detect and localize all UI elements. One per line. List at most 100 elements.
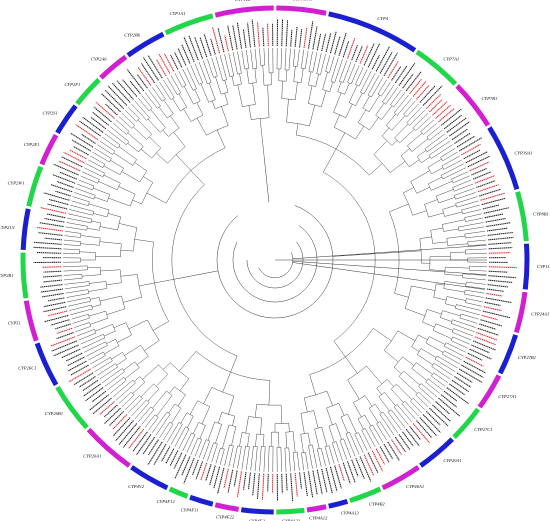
branch-line (144, 92, 158, 109)
branch-line (150, 109, 166, 128)
tree-branches (63, 48, 487, 472)
branch-line (361, 430, 372, 449)
leaf-label-mark (482, 310, 511, 319)
branch-line (391, 388, 404, 403)
branch-line (156, 395, 173, 417)
leaf-label-mark (472, 340, 496, 351)
branch-line (194, 89, 201, 102)
branch-line (301, 49, 304, 69)
branch-arc (308, 84, 316, 87)
branch-arc (411, 362, 417, 369)
branch-line (123, 361, 135, 371)
branch-line (171, 407, 182, 424)
branch-line (133, 126, 147, 140)
leaf-label-mark (48, 198, 69, 206)
branch-line (444, 350, 462, 361)
leaf-label-mark (486, 288, 505, 292)
branch-line (349, 432, 360, 455)
branch-line (451, 171, 468, 180)
leaf-label-mark (205, 464, 212, 482)
branch-line (80, 235, 101, 239)
family-arc-cyp4f22 (214, 502, 239, 512)
branch-line (284, 448, 287, 472)
branch-line (396, 383, 412, 400)
branch-arc (161, 98, 166, 102)
branch-line (230, 355, 238, 373)
branch-line (99, 241, 122, 245)
leaf-label-mark (105, 90, 125, 110)
branch-line (178, 351, 197, 372)
leaf-label-mark (69, 149, 87, 160)
branch-arc (166, 411, 171, 415)
branch-line (465, 248, 487, 251)
leaf-label-mark (75, 124, 99, 141)
branch-line (437, 355, 458, 369)
branch-line (228, 53, 235, 76)
leaf-label-mark (458, 368, 483, 383)
branch-line (343, 438, 352, 459)
branch-line (369, 163, 383, 176)
branch-line (146, 192, 167, 204)
branch-arc (112, 151, 115, 155)
branch-line (444, 346, 464, 357)
family-label: CYP2U1 (0, 225, 15, 230)
leaf-label-mark (435, 401, 450, 415)
leaf-label-mark (262, 27, 265, 47)
leaf-label-mark (371, 450, 384, 472)
leaf-label-mark (488, 252, 511, 254)
branch-line (88, 159, 103, 168)
leaf-label-mark (170, 54, 179, 70)
branch-line (139, 282, 155, 287)
branch-line (148, 89, 161, 107)
branch-line (427, 378, 443, 391)
family-label: CYP2B6 (124, 32, 141, 37)
branch-line (447, 243, 469, 246)
branch-line (466, 298, 483, 303)
family-label: CYP46A1 (406, 484, 424, 489)
branch-line (385, 87, 398, 105)
leaf-label-mark (132, 431, 148, 452)
branch-line (112, 379, 134, 398)
family-arc-cyp4a22 (276, 507, 305, 515)
branch-line (368, 408, 379, 423)
leaf-label-mark (39, 284, 63, 288)
branch-line (198, 439, 207, 459)
branch-arc (361, 428, 366, 431)
branch-line (433, 363, 453, 376)
leaf-label-mark (409, 425, 422, 441)
branch-line (314, 428, 320, 449)
branch-line (67, 297, 90, 303)
leaf-label-mark (158, 54, 171, 74)
branch-line (353, 402, 362, 418)
branch-line (320, 447, 326, 466)
branch-line (332, 442, 339, 463)
branch-arc (139, 376, 146, 383)
branch-line (454, 187, 475, 196)
family-label: CYP26A1 (83, 453, 101, 458)
branch-line (95, 256, 121, 257)
branch-line (219, 55, 227, 80)
leaf-label-mark (73, 145, 89, 156)
branch-line (381, 127, 390, 137)
branch-arc (132, 159, 137, 166)
branch-line (156, 152, 168, 164)
branch-line (411, 346, 420, 352)
branch-line (406, 106, 422, 123)
leaf-label-mark (95, 101, 115, 119)
branch-arc (242, 432, 250, 434)
branch-arc (221, 412, 235, 417)
branch-line (71, 314, 89, 320)
branch-line (73, 322, 90, 328)
branch-line (452, 336, 470, 345)
branch-line (339, 60, 348, 82)
branch-arc (105, 341, 108, 346)
branch-line (82, 337, 106, 349)
branch-line (107, 129, 127, 145)
branch-line (84, 167, 104, 178)
branch-arc (125, 322, 132, 336)
leaf-label-mark (394, 65, 408, 84)
branch-line (417, 354, 433, 366)
branch-line (232, 416, 236, 426)
branch-line (364, 415, 372, 427)
leaf-label-mark (68, 368, 92, 383)
